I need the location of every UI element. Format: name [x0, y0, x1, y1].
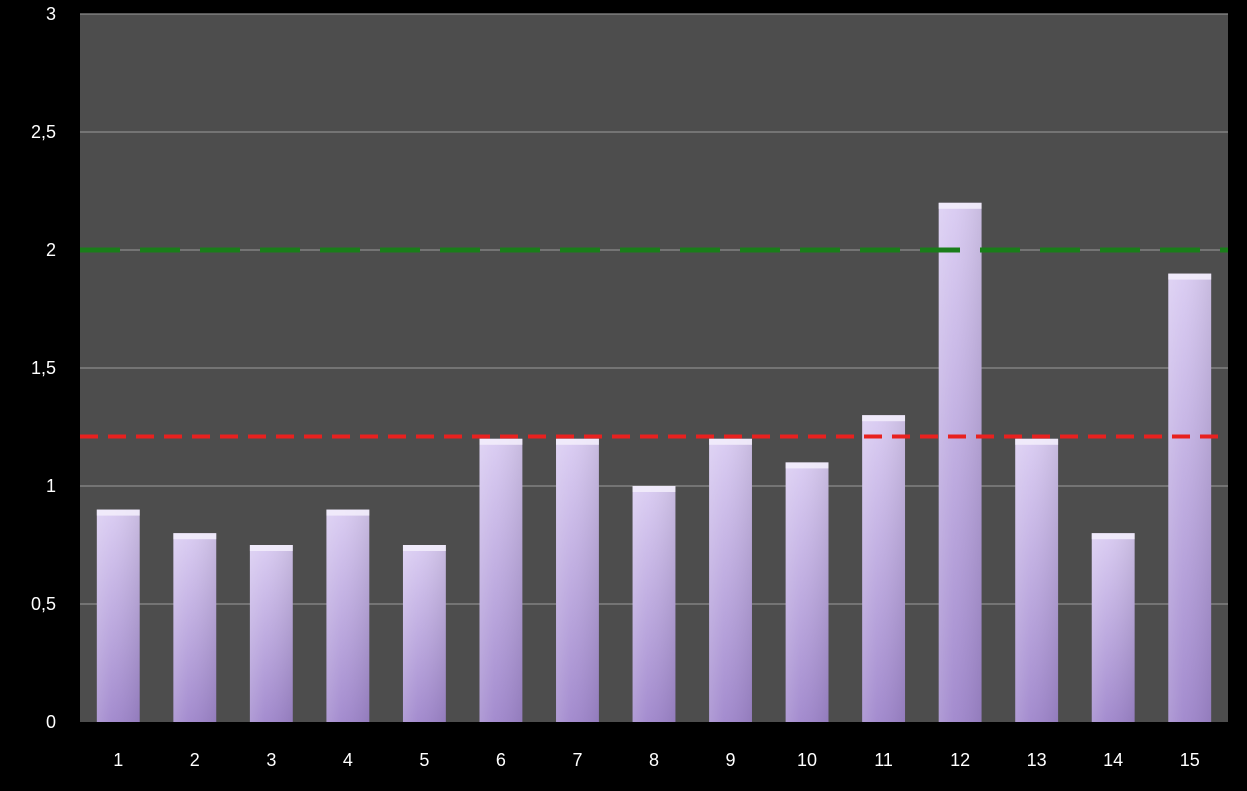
bar-shine-14	[1091, 533, 1135, 722]
bar-top-bevel-7	[556, 438, 599, 445]
x-tick-label: 8	[649, 750, 659, 770]
bar-shine-2	[173, 533, 217, 722]
bar-shine-8	[632, 486, 676, 722]
x-tick-label: 2	[190, 750, 200, 770]
bar-shine-3	[249, 545, 293, 722]
y-tick-label: 3	[46, 4, 56, 24]
y-tick-label: 0,5	[31, 594, 56, 614]
bar-shine-5	[402, 545, 446, 722]
bar-shine-12	[938, 202, 982, 723]
bars	[96, 202, 1212, 723]
x-tick-label: 4	[343, 750, 353, 770]
bar-shine-4	[326, 509, 370, 722]
bar-top-bevel-15	[1168, 273, 1212, 280]
x-tick-label: 12	[950, 750, 970, 770]
y-tick-label: 1	[46, 476, 56, 496]
bar-top-bevel-8	[632, 486, 676, 492]
bar-shine-15	[1168, 273, 1212, 722]
bar-shine-1	[96, 509, 140, 722]
y-tick-label: 1,5	[31, 358, 56, 378]
bar-top-bevel-9	[709, 438, 752, 445]
reference-lines	[80, 247, 1228, 439]
x-tick-label: 1	[113, 750, 123, 770]
x-tick-label: 11	[874, 750, 893, 770]
bar-top-bevel-2	[173, 533, 217, 540]
bar-top-bevel-5	[402, 545, 446, 551]
bar-shine-11	[862, 415, 906, 722]
x-axis-tick-labels: 1 2 3 4 5 6 7 8 9 10 11 12 13 14 15	[113, 750, 1199, 770]
bar-top-bevel-6	[479, 438, 523, 445]
y-axis-tick-labels: 0 0,5 1 1,5 2 2,5 3	[31, 4, 56, 732]
bar-top-bevel-1	[96, 509, 140, 516]
bar-top-bevel-14	[1091, 533, 1135, 540]
x-tick-label: 10	[797, 750, 817, 770]
bar-top-bevel-3	[249, 545, 293, 551]
y-tick-label: 2	[46, 240, 56, 260]
x-tick-label: 3	[266, 750, 276, 770]
bar-shine-6	[479, 438, 523, 722]
y-tick-label: 2,5	[31, 122, 56, 142]
bar-shine-13	[1015, 438, 1059, 722]
bar-top-bevel-10	[785, 462, 829, 469]
bar-shine-10	[785, 462, 829, 722]
bar-shine-9	[709, 438, 752, 722]
x-tick-label: 7	[572, 750, 582, 770]
x-tick-label: 9	[726, 750, 736, 770]
bar-top-bevel-4	[326, 509, 370, 516]
bar-top-bevel-11	[862, 415, 906, 422]
bar-top-bevel-12	[938, 202, 982, 209]
y-tick-label: 0	[46, 712, 56, 732]
bar-top-bevel-13	[1015, 438, 1059, 445]
x-tick-label: 6	[496, 750, 506, 770]
x-tick-label: 15	[1180, 750, 1200, 770]
x-tick-label: 14	[1103, 750, 1123, 770]
x-tick-label: 13	[1027, 750, 1047, 770]
x-tick-label: 5	[419, 750, 429, 770]
bar-shine-7	[556, 438, 599, 722]
